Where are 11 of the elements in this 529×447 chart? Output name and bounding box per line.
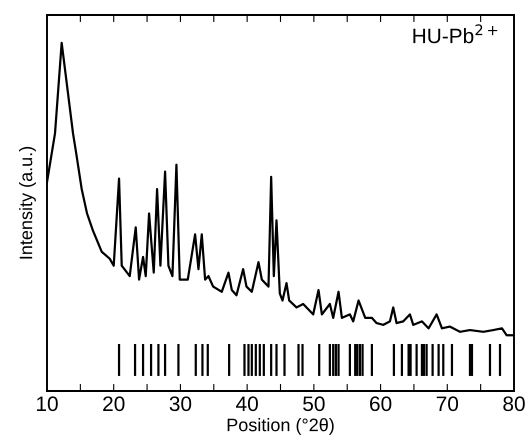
x-tick-label: 10 [37, 396, 58, 412]
x-tick-label: 80 [503, 396, 525, 412]
x-tick-label: 20 [103, 396, 124, 412]
x-tick-label: 60 [370, 396, 392, 412]
x-tick-label: 70 [436, 396, 458, 412]
x-tick-label: 40 [236, 396, 258, 412]
x-axis-title: Position (°2θ) [228, 418, 334, 435]
y-axis-title: Intensity (a.u.) [19, 146, 36, 259]
x-tick-label: 30 [170, 396, 192, 412]
chart-title: HU-Pb$^{2+}$ [413, 24, 498, 44]
x-tick-label: 50 [303, 396, 325, 412]
